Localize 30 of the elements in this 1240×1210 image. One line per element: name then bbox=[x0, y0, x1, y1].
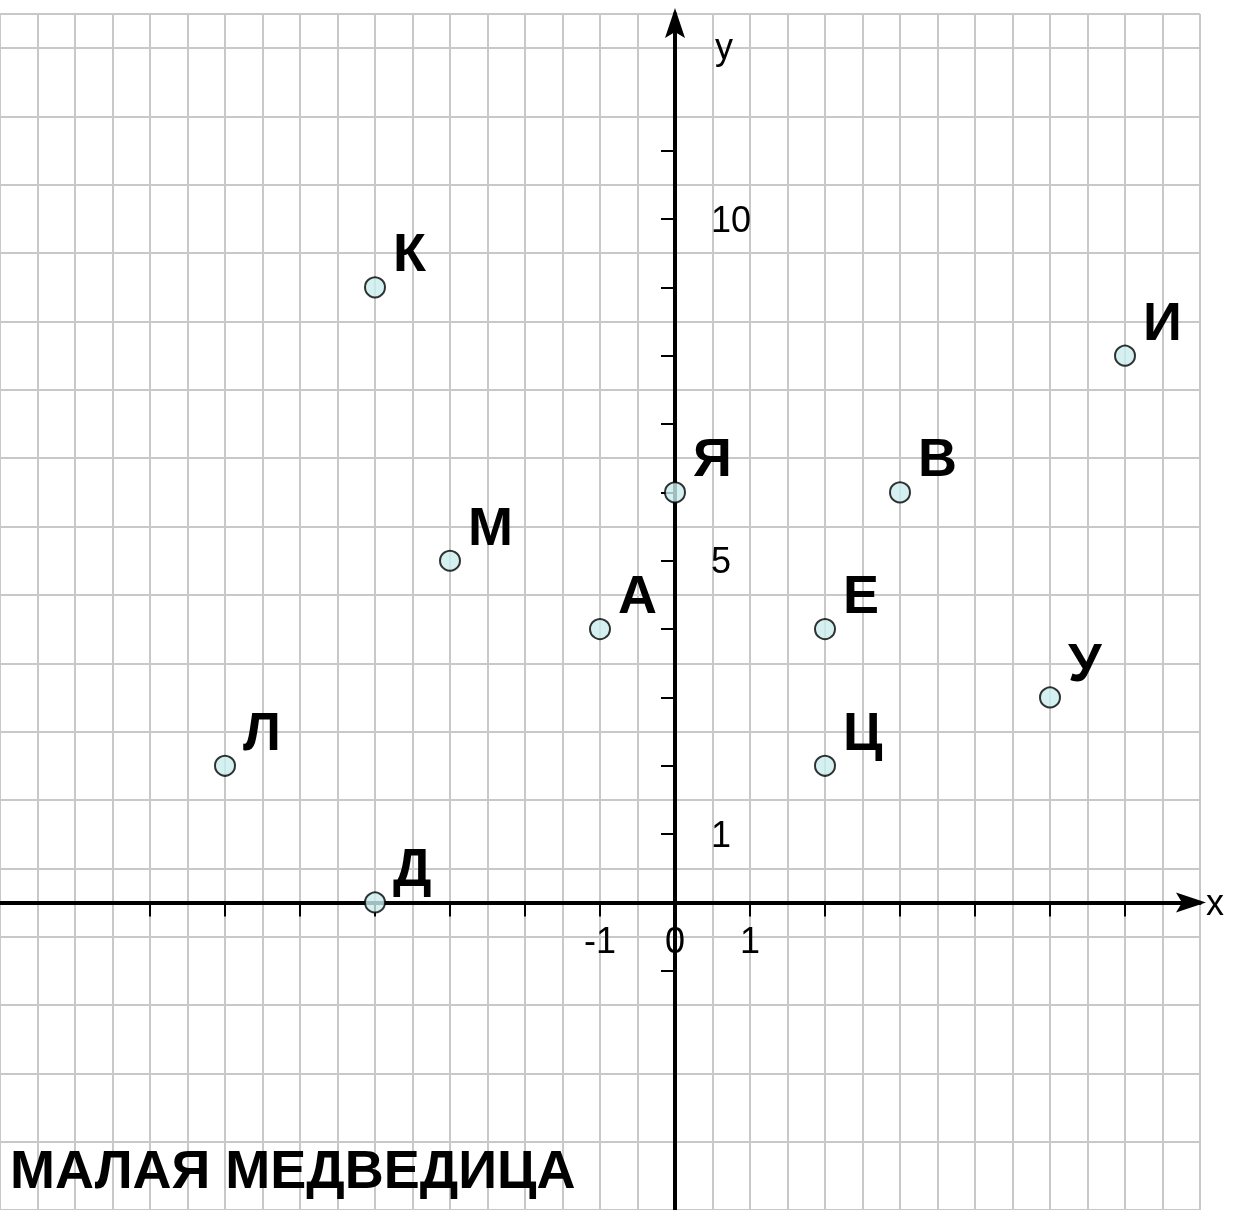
annotation: Е bbox=[843, 564, 880, 625]
annotation: И bbox=[1143, 290, 1182, 351]
annotation: М bbox=[468, 495, 513, 556]
annotation: В bbox=[918, 427, 957, 488]
annotation: Я bbox=[693, 427, 732, 488]
point bbox=[664, 481, 686, 504]
annotation: Ц bbox=[843, 700, 883, 761]
annotation: Д bbox=[393, 837, 432, 898]
annotation: А bbox=[618, 564, 657, 625]
y-tick-label: 10 bbox=[711, 198, 752, 240]
annotation: Л bbox=[243, 700, 281, 761]
point bbox=[1114, 344, 1136, 367]
y-axis-title: y bbox=[715, 25, 733, 67]
y-tick-label: 5 bbox=[711, 540, 732, 582]
annotation: У bbox=[1068, 632, 1103, 693]
point bbox=[364, 276, 386, 299]
point bbox=[814, 618, 836, 641]
point bbox=[589, 618, 611, 641]
point bbox=[814, 754, 836, 777]
point bbox=[889, 481, 911, 504]
x-axis-title: x bbox=[1206, 881, 1224, 923]
x-tick-label: 1 bbox=[739, 919, 761, 961]
y-tick-label: 1 bbox=[711, 813, 732, 855]
annotation: К bbox=[393, 222, 427, 283]
point bbox=[439, 549, 461, 572]
point bbox=[1039, 686, 1061, 709]
annotation: МАЛАЯ МЕДВЕДИЦА bbox=[10, 1139, 576, 1199]
point bbox=[214, 754, 236, 777]
x-tick-label: -1 bbox=[583, 919, 617, 961]
point bbox=[364, 891, 386, 914]
